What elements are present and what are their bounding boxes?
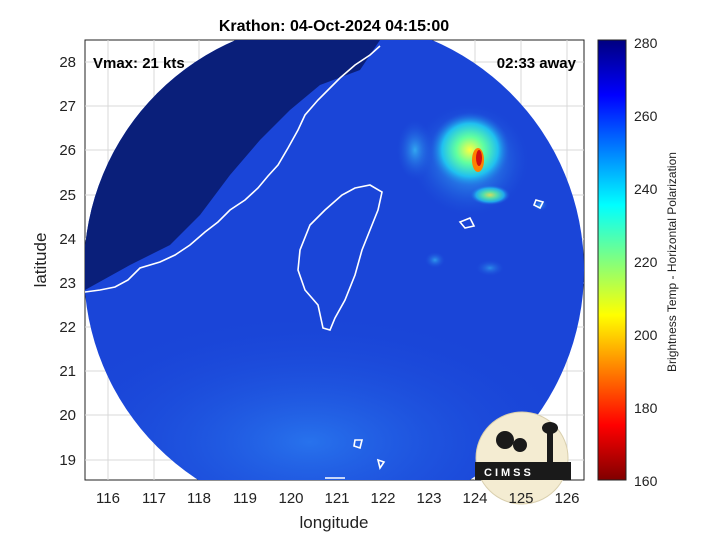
vmax-label: Vmax: 21 kts (93, 55, 185, 72)
distance-label: 02:33 away (497, 55, 577, 72)
x-tick: 117 (142, 490, 166, 507)
colorbar-tick: 220 (634, 254, 658, 270)
coastlines (85, 45, 545, 479)
colorbar: 280 260 240 220 200 180 160 Brightness T… (597, 35, 679, 489)
colorbar-tick: 200 (634, 327, 658, 343)
y-tick: 20 (59, 407, 76, 424)
storm-hotspot (476, 150, 482, 166)
colorbar-tick: 180 (634, 400, 658, 416)
y-tick: 19 (59, 452, 76, 469)
storm-convection (430, 112, 510, 188)
x-tick: 120 (278, 490, 303, 507)
colorbar-label: Brightness Temp - Horizontal Polarizatio… (665, 152, 679, 372)
x-tick: 116 (96, 490, 120, 507)
x-tick: 123 (416, 490, 441, 507)
china-coastline (85, 45, 381, 293)
dish-icon (513, 438, 527, 452)
taiwan-coastline (297, 184, 383, 331)
y-tick: 27 (59, 98, 76, 115)
x-tick: 122 (370, 490, 395, 507)
x-tick-labels: 116 117 118 119 120 121 122 123 124 125 … (96, 490, 579, 507)
colorbar-tick: 260 (634, 108, 658, 124)
map-plot-area: CIMSS Vmax: 21 kts 02:33 away (84, 39, 585, 505)
y-tick: 26 (59, 142, 76, 159)
colorbar-tick: 280 (634, 35, 658, 51)
chart-title: Krathon: 04-Oct-2024 04:15:00 (219, 18, 449, 35)
x-axis-label: longitude (299, 513, 368, 532)
x-tick: 125 (508, 490, 533, 507)
y-tick: 25 (59, 187, 76, 204)
y-tick: 22 (59, 319, 76, 336)
y-tick: 24 (59, 231, 76, 248)
x-tick: 121 (324, 490, 349, 507)
satellite-swath (85, 40, 584, 480)
logo-text: CIMSS (484, 467, 534, 479)
y-tick: 28 (59, 54, 76, 71)
water-tower-icon (542, 422, 558, 434)
colorbar-tick: 160 (634, 473, 658, 489)
y-tick: 23 (59, 275, 76, 292)
x-tick: 126 (554, 490, 579, 507)
dish-icon (496, 431, 514, 449)
y-tick: 21 (59, 363, 76, 380)
y-axis-label: latitude (31, 233, 50, 288)
colorbar-gradient (597, 39, 627, 481)
mainland-cold-region (85, 40, 380, 290)
x-tick: 124 (462, 490, 487, 507)
x-tick: 118 (187, 490, 211, 507)
cimss-logo: CIMSS (475, 411, 571, 505)
y-tick-labels: 28 27 26 25 24 23 22 21 20 19 (59, 54, 76, 469)
x-tick: 119 (233, 490, 257, 507)
colorbar-tick: 240 (634, 181, 658, 197)
